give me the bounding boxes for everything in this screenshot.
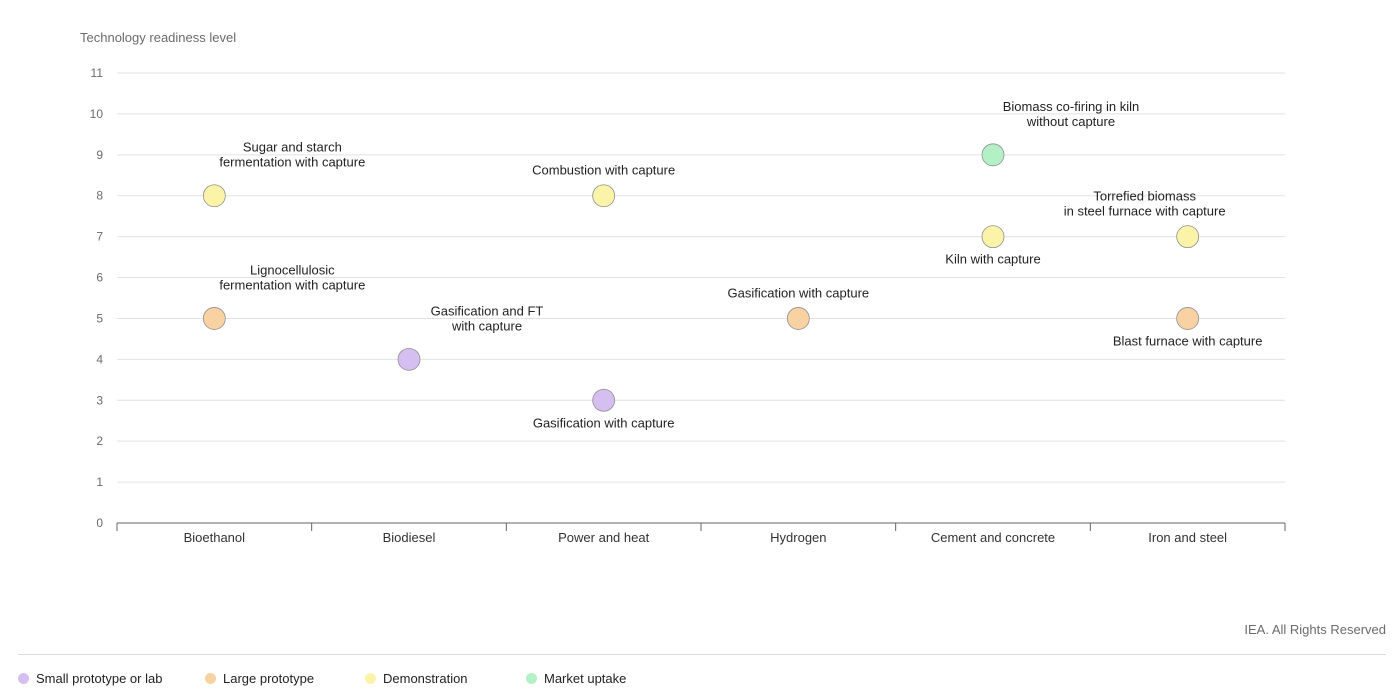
legend-swatch-icon [18, 673, 29, 684]
data-point-demonstration [592, 184, 616, 208]
y-tick-label: 8 [96, 189, 103, 203]
y-tick-label: 5 [96, 311, 103, 325]
legend-item: Large prototype [205, 671, 365, 686]
y-axis-title: Technology readiness level [80, 30, 237, 45]
y-tick-label: 11 [91, 66, 104, 80]
y-tick-label: 7 [96, 230, 103, 244]
data-point-small-prototype-or-lab [397, 347, 421, 371]
legend-item: Demonstration [365, 671, 526, 686]
y-tick-label: 6 [96, 271, 103, 285]
legend: Small prototype or lab Large prototype Dem… [18, 671, 646, 686]
data-point-large-prototype [202, 307, 226, 330]
x-tick-label: Biodiesel [383, 530, 436, 545]
data-label: Gasification with capture [728, 285, 870, 300]
y-tick-label: 4 [96, 352, 103, 366]
x-tick-label: Hydrogen [770, 530, 826, 545]
y-tick-label: 2 [96, 434, 103, 448]
legend-swatch-icon [205, 673, 216, 684]
data-label: Gasification and FT with capture [431, 303, 544, 333]
data-label: Torrefied biomass in steel furnace with c… [1064, 189, 1226, 219]
chart-plot: 0 1 2 3 4 5 6 7 8 9 10 11 Bioethanol Biodiesel Power a… [90, 66, 1286, 545]
data-point-demonstration [981, 225, 1005, 249]
legend-swatch-icon [526, 673, 537, 684]
data-point-market-uptake [981, 143, 1005, 167]
data-point-demonstration [202, 184, 226, 208]
copyright-credit: IEA. All Rights Reserved [1244, 622, 1386, 637]
legend-item: Market uptake [526, 671, 646, 686]
data-label: Gasification with capture [533, 415, 675, 430]
data-label: Combustion with capture [532, 163, 675, 178]
data-label: Lignocellulosic fermentation with capture [219, 262, 365, 292]
y-tick-label: 3 [96, 393, 103, 407]
data-label: Kiln with capture [945, 252, 1040, 267]
legend-label: Large prototype [223, 671, 315, 686]
legend-divider [18, 654, 1386, 655]
x-tick-label: Iron and steel [1148, 530, 1227, 545]
data-point-large-prototype [1176, 307, 1200, 330]
y-tick-label: 0 [96, 516, 103, 530]
legend-label: Small prototype or lab [36, 671, 163, 686]
data-point-large-prototype [786, 307, 810, 330]
data-point-demonstration [1176, 225, 1200, 249]
data-label: Blast furnace with capture [1113, 333, 1263, 348]
data-point-small-prototype-or-lab [592, 388, 616, 412]
legend-label: Market uptake [544, 671, 627, 686]
x-tick-label: Cement and concrete [931, 530, 1055, 545]
y-tick-label: 10 [90, 107, 104, 121]
x-tick-label: Power and heat [558, 530, 649, 545]
legend-swatch-icon [365, 673, 376, 684]
y-tick-label: 1 [96, 475, 103, 489]
x-tick-label: Bioethanol [184, 530, 246, 545]
data-label: Sugar and starch fermentation with captur… [219, 140, 365, 170]
data-label: Biomass co-firing in kiln without capture [1003, 99, 1140, 129]
legend-item: Small prototype or lab [18, 671, 205, 686]
y-tick-label: 9 [96, 148, 103, 162]
legend-label: Demonstration [383, 671, 468, 686]
